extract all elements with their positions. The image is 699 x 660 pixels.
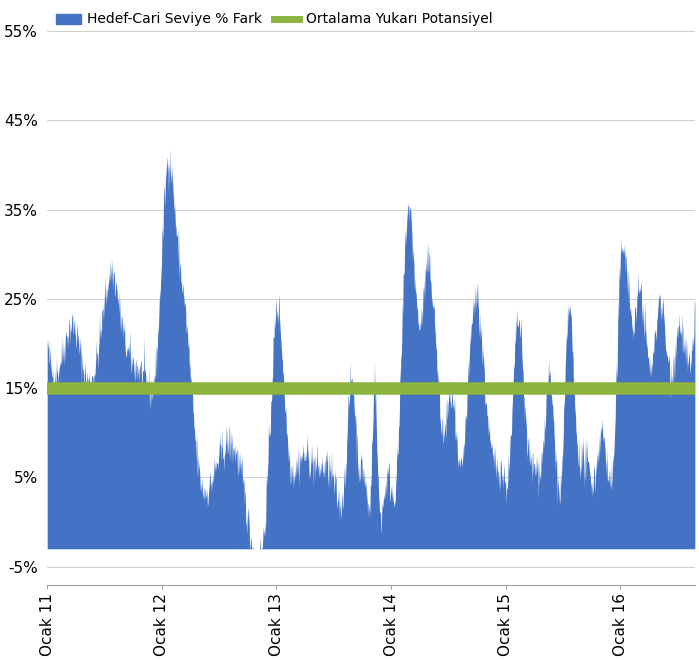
Legend: Hedef-Cari Seviye % Fark, Ortalama Yukarı Potansiyel: Hedef-Cari Seviye % Fark, Ortalama Yukar… (50, 7, 498, 32)
